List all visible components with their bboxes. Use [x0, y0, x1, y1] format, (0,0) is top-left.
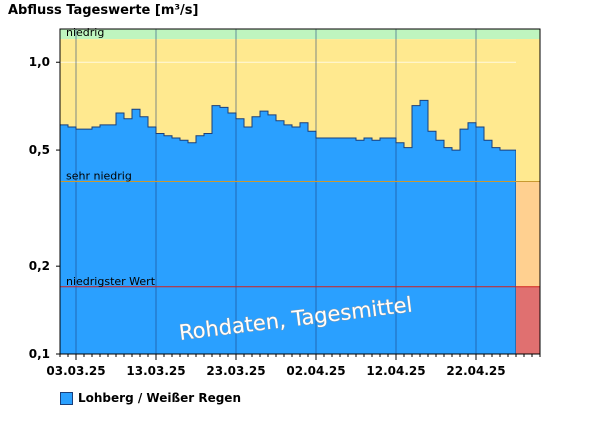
y-tick-label: 0,1: [29, 347, 50, 361]
x-tick-label: 03.03.25: [46, 364, 105, 378]
y-tick-label: 1,0: [29, 55, 50, 69]
threshold-lines: [60, 181, 540, 288]
end-strip-0: [516, 39, 540, 182]
threshold-label: niedrig: [66, 26, 104, 39]
series-area: [59, 29, 540, 355]
legend: Lohberg / Weißer Regen: [60, 391, 241, 405]
x-tick-label: 13.03.25: [126, 364, 185, 378]
x-tick-label: 22.04.25: [446, 364, 505, 378]
x-tick-label: 12.04.25: [366, 364, 425, 378]
threshold-label: sehr niedrig: [66, 170, 132, 183]
discharge-chart: Abfluss Tageswerte [m³/s] niedrig sehr ni…: [8, 3, 541, 378]
series-path: [59, 99, 517, 355]
end-strip-2: [516, 286, 540, 354]
legend-swatch: [60, 391, 73, 405]
y-axis-ticks: 1,0 0,5 0,2 0,1: [29, 55, 60, 361]
end-strip-1: [516, 181, 540, 287]
chart-title: Abfluss Tageswerte [m³/s]: [8, 3, 199, 18]
x-axis-ticks: 03.03.25 13.03.25 23.03.25 02.04.25 12.04.25…: [46, 354, 506, 378]
y-tick-label: 0,2: [29, 259, 50, 273]
x-tick-label: 23.03.25: [206, 364, 265, 378]
y-tick-label: 0,5: [29, 143, 50, 157]
band-top: [60, 29, 540, 40]
threshold-label: niedrigster Wert: [66, 275, 156, 288]
x-tick-label: 02.04.25: [286, 364, 345, 378]
axes: [59, 28, 541, 357]
legend-label: Lohberg / Weißer Regen: [78, 391, 241, 405]
